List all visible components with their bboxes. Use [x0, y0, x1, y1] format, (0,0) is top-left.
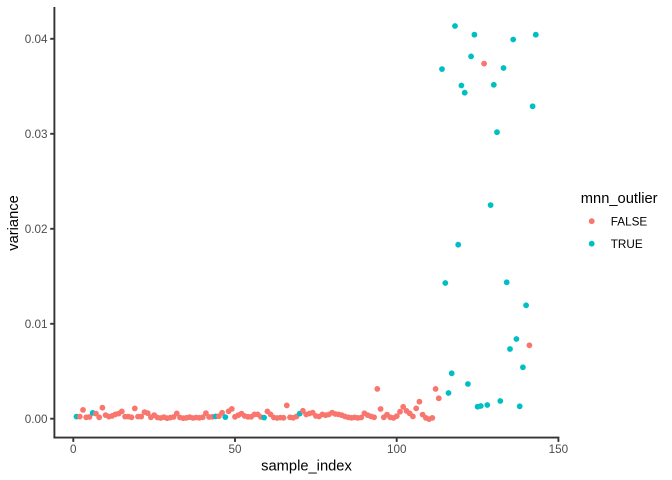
svg-text:0.03: 0.03	[25, 128, 48, 141]
svg-text:0: 0	[70, 443, 77, 456]
svg-text:TRUE: TRUE	[611, 238, 643, 251]
svg-text:0.02: 0.02	[25, 223, 48, 236]
svg-text:mnn_outlier: mnn_outlier	[581, 191, 658, 207]
svg-text:150: 150	[549, 443, 569, 456]
svg-text:0.04: 0.04	[25, 33, 48, 46]
svg-text:50: 50	[228, 443, 242, 456]
svg-text:100: 100	[387, 443, 407, 456]
svg-text:sample_index: sample_index	[261, 459, 352, 475]
svg-text:0.00: 0.00	[25, 413, 48, 426]
svg-text:FALSE: FALSE	[611, 215, 648, 228]
svg-text:variance: variance	[6, 195, 22, 251]
svg-text:0.01: 0.01	[25, 318, 48, 331]
